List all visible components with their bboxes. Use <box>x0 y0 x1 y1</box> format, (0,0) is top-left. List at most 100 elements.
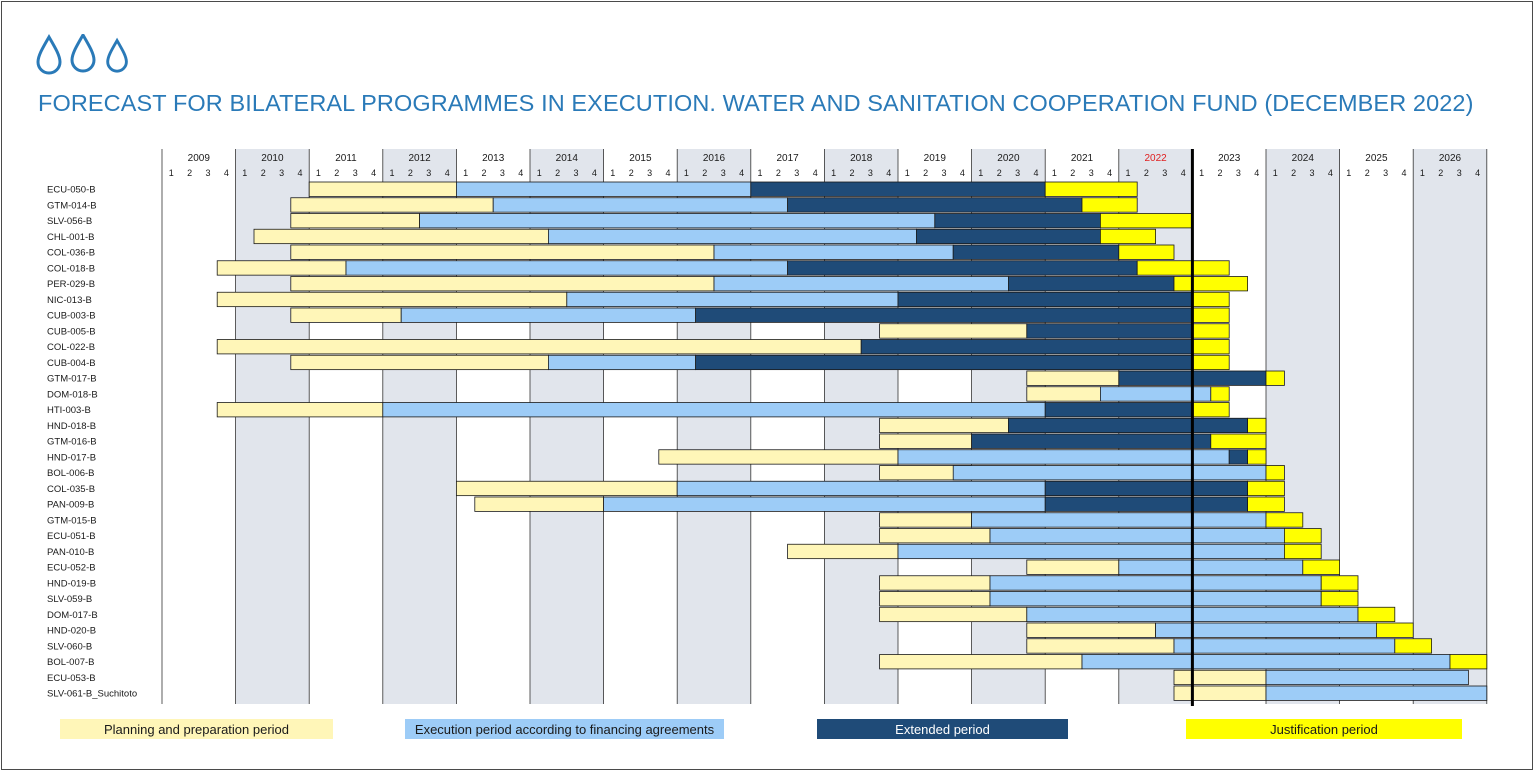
quarter-label: 1 <box>463 168 468 178</box>
quarter-label: 2 <box>997 168 1002 178</box>
row-label: DOM-017-B <box>47 610 98 621</box>
gantt-bar-justification <box>1100 228 1157 245</box>
quarter-label: 1 <box>1346 168 1351 178</box>
gantt-bar-execution <box>548 228 917 245</box>
row-label: CUB-005-B <box>47 326 96 337</box>
quarter-label: 1 <box>537 168 542 178</box>
gantt-bar-execution <box>548 354 697 371</box>
quarter-label: 4 <box>813 168 818 178</box>
row-label: DOM-018-B <box>47 389 98 400</box>
quarter-label: 4 <box>297 168 302 178</box>
row-label: GTM-017-B <box>47 374 97 385</box>
quarter-label: 4 <box>518 168 523 178</box>
gantt-bar-justification <box>1265 512 1304 528</box>
gantt-bar-extended <box>750 181 1046 197</box>
gantt-bar-justification <box>1192 402 1230 418</box>
quarter-label: 3 <box>868 168 873 178</box>
year-label: 2022 <box>1144 153 1167 164</box>
gantt-bar-justification <box>1210 433 1267 449</box>
quarter-label: 4 <box>592 168 597 178</box>
quarter-label: 1 <box>1125 168 1130 178</box>
gantt-bar-justification <box>1210 386 1230 402</box>
gantt-bar-justification <box>1247 417 1267 434</box>
gantt-bar-planning <box>216 339 862 355</box>
quarter-label: 3 <box>573 168 578 178</box>
gantt-bar-execution <box>1081 654 1451 670</box>
row-label: CHL-001-B <box>47 232 95 243</box>
legend-item-planning: Planning and preparation period <box>60 719 333 739</box>
quarter-label: 3 <box>721 168 726 178</box>
gantt-bar-planning <box>879 606 1028 623</box>
row-label: SLV-061-B_Suchitoto <box>47 689 137 700</box>
gantt-bar-justification <box>1320 591 1359 607</box>
gantt-bar-planning <box>290 307 402 323</box>
row-label: SLV-060-B <box>47 641 92 652</box>
logo-drops <box>36 34 128 75</box>
gantt-bar-planning <box>290 354 549 371</box>
legend-label: Planning and preparation period <box>103 721 290 737</box>
row-label: PER-029-B <box>47 279 95 290</box>
gantt-bar-extended <box>1008 276 1175 292</box>
quarter-label: 1 <box>905 168 910 178</box>
gantt-bar-planning <box>1173 685 1267 701</box>
gantt-bar-execution <box>566 291 899 308</box>
gantt-bar-justification <box>1284 528 1322 544</box>
row-label: SLV-056-B <box>47 216 92 227</box>
gantt-bar-planning <box>1026 559 1120 575</box>
quarter-label: 4 <box>665 168 670 178</box>
gantt-bar-justification <box>1192 339 1230 355</box>
row-label: HND-019-B <box>47 578 96 589</box>
quarter-label: 2 <box>1438 168 1443 178</box>
gantt-bar-planning <box>455 480 678 497</box>
chart-title: FORECAST FOR BILATERAL PROGRAMMES IN EXE… <box>38 90 1474 116</box>
quarter-label: 3 <box>1015 168 1020 178</box>
gantt-bar-justification <box>1136 260 1230 276</box>
row-label: PAN-010-B <box>47 547 94 558</box>
gantt-bar-execution <box>676 480 1046 497</box>
quarter-label: 4 <box>739 168 744 178</box>
quarter-label: 2 <box>187 168 192 178</box>
row-label: GTM-014-B <box>47 200 97 211</box>
quarter-label: 3 <box>1309 168 1314 178</box>
gantt-bar-extended <box>971 433 1212 449</box>
quarter-label: 2 <box>555 168 560 178</box>
quarter-label: 1 <box>242 168 247 178</box>
gantt-bar-justification <box>1357 606 1396 623</box>
year-label: 2013 <box>482 153 505 164</box>
quarter-label: 3 <box>426 168 431 178</box>
quarter-label: 2 <box>849 168 854 178</box>
row-label: HND-020-B <box>47 626 96 637</box>
quarter-label: 1 <box>757 168 762 178</box>
gantt-bar-justification <box>1192 291 1230 308</box>
gantt-bar-planning <box>216 260 347 276</box>
legend-item-execution: Execution period according to financing … <box>405 719 724 739</box>
gantt-bar-execution <box>989 591 1322 607</box>
gantt-bar-execution <box>897 449 1230 465</box>
quarter-label: 2 <box>776 168 781 178</box>
quarter-label: 3 <box>1383 168 1388 178</box>
gantt-bar-extended <box>952 244 1120 260</box>
gantt-bar-execution <box>713 244 954 260</box>
gantt-bar-justification <box>1118 244 1175 260</box>
year-label: 2018 <box>850 153 873 164</box>
gantt-bar-extended <box>1026 323 1193 339</box>
quarter-label: 1 <box>1052 168 1057 178</box>
year-label: 2016 <box>703 153 726 164</box>
gantt-bar-justification <box>1044 181 1138 197</box>
gantt-bar-planning <box>879 512 972 528</box>
gantt-bar-planning <box>290 244 715 260</box>
quarter-label: 3 <box>647 168 652 178</box>
row-label: ECU-052-B <box>47 563 96 574</box>
gantt-bar-execution <box>382 402 1046 418</box>
gantt-bar-justification <box>1265 370 1285 386</box>
year-label: 2024 <box>1292 153 1315 164</box>
row-label: NIC-013-B <box>47 295 92 306</box>
quarter-label: 1 <box>1273 168 1278 178</box>
year-label: 2019 <box>924 153 947 164</box>
quarter-label: 4 <box>886 168 891 178</box>
gantt-bar-planning <box>879 654 1083 670</box>
gantt-bar-execution <box>1118 559 1304 575</box>
year-label: 2011 <box>335 153 357 164</box>
